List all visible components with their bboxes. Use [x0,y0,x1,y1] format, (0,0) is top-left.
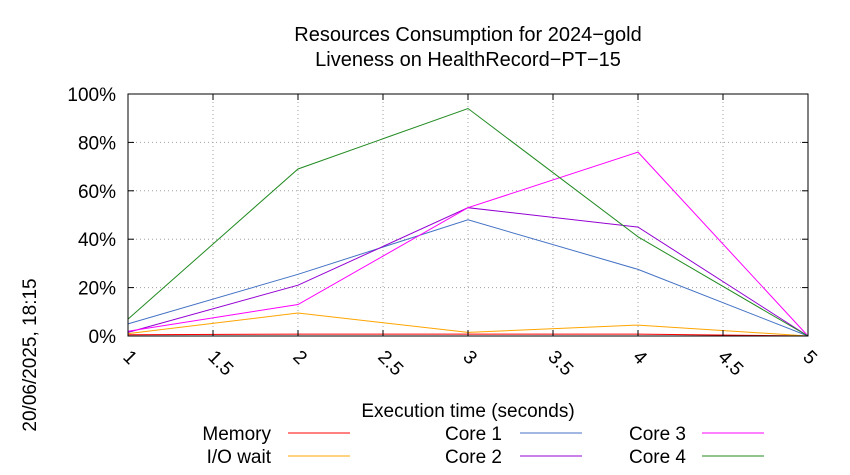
x-tick-label-7: 4.5 [713,347,747,381]
series-line-core-3 [127,151,809,337]
x-tick-label-4: 3 [458,347,480,369]
y-tick-label-2: 40% [78,230,116,251]
legend-label-memory: Memory [202,424,271,445]
legend-label-core-2: Core 2 [445,447,502,468]
chart-title-line-2: Liveness on HealthRecord−PT−15 [315,49,621,71]
legend-label-core-4: Core 4 [629,447,686,468]
y-tick-label-1: 20% [78,279,116,300]
x-tick-label-6: 4 [628,347,651,370]
legend-label-core-1: Core 1 [445,424,502,445]
legend-label-i-o-wait: I/O wait [207,447,272,468]
chart-title-line-1: Resources Consumption for 2024−gold [294,24,641,46]
x-tick-label-5: 3.5 [543,347,577,381]
x-tick-label-1: 1.5 [203,347,237,381]
y-axis-ticks: 0% 20% 40% 60% 80% 100% [67,85,808,348]
x-tick-label-0: 1 [118,347,140,369]
timestamp-label: 20/06/2025, 18:15 [20,278,41,431]
x-axis-label: Execution time (seconds) [361,401,574,422]
y-tick-label-3: 60% [78,182,116,203]
legend-label-core-3: Core 3 [629,424,686,445]
x-axis-ticks: 1 1.5 2 2.5 3 3.5 4 4.5 5 [118,94,821,381]
grid-lines [128,94,808,336]
series-line-core-1 [127,219,809,337]
x-tick-label-8: 5 [798,347,820,369]
y-tick-label-0: 0% [89,327,117,348]
y-tick-label-4: 80% [78,133,116,154]
x-tick-label-3: 2.5 [373,347,407,381]
series-line-core-4 [127,107,809,337]
y-tick-label-5: 100% [67,85,116,106]
x-tick-label-2: 2 [288,347,310,369]
